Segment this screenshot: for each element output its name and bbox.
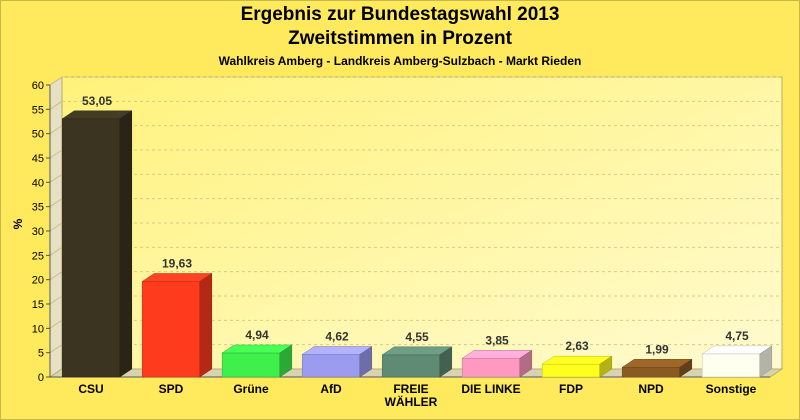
y-tick-label: 60 <box>32 80 44 92</box>
gridline-side <box>49 222 63 232</box>
bar-side <box>679 358 693 378</box>
y-tick-label: 45 <box>32 153 44 165</box>
data-label: 4,55 <box>405 330 429 344</box>
x-tick-label: CSU <box>78 382 103 396</box>
y-axis-label: % <box>11 218 25 229</box>
chart-subtitle: Zweitstimmen in Prozent <box>288 28 512 49</box>
gridline-side <box>49 173 63 183</box>
data-label: 1,99 <box>645 342 669 356</box>
x-tick-label: FDP <box>559 382 583 396</box>
gridline-side <box>49 100 63 110</box>
y-tick-label: 40 <box>32 177 44 189</box>
data-label: 3,85 <box>485 333 509 347</box>
bar-side <box>359 346 373 378</box>
bar-side <box>759 345 773 378</box>
bar <box>541 363 601 378</box>
chart-caption: Wahlkreis Amberg - Landkreis Amberg-Sulz… <box>218 54 582 68</box>
data-label: 19,63 <box>162 256 192 270</box>
y-tick-label: 50 <box>32 129 44 141</box>
gridline-side <box>49 319 63 329</box>
bar <box>61 118 121 378</box>
bar-side <box>519 349 533 378</box>
data-label: 2,63 <box>565 339 589 353</box>
chart-title: Ergebnis zur Bundestagswahl 2013 <box>240 4 560 25</box>
x-tick-label: DIE LINKE <box>461 382 520 396</box>
y-tick-label: 0 <box>38 372 44 384</box>
gridline-side <box>49 271 63 281</box>
bar <box>301 354 361 378</box>
gridline-side <box>49 125 63 135</box>
gridline-side <box>49 344 63 354</box>
x-tick-label: Sonstige <box>706 382 757 396</box>
data-label: 4,94 <box>245 328 269 342</box>
x-tick-label: SPD <box>159 382 184 396</box>
data-label: 4,75 <box>725 329 749 343</box>
bar-side <box>199 273 213 378</box>
bar <box>221 352 281 378</box>
y-tick-label: 15 <box>32 299 44 311</box>
data-label: 53,05 <box>82 94 112 108</box>
x-tick-label: FREIE <box>393 382 428 396</box>
y-tick-label: 25 <box>32 250 44 262</box>
y-tick-label: 35 <box>32 202 44 214</box>
y-tick-label: 10 <box>32 323 44 335</box>
y-tick-label: 55 <box>32 104 44 116</box>
x-tick-label: Grüne <box>233 382 269 396</box>
gridline-side <box>49 198 63 208</box>
y-tick-label: 5 <box>38 348 44 360</box>
gridline-side <box>49 295 63 305</box>
bar <box>141 281 201 378</box>
x-tick-label: AfD <box>320 382 342 396</box>
bar-side <box>279 344 293 378</box>
bar-side <box>119 110 133 378</box>
bar <box>381 354 441 378</box>
gridline-side <box>49 149 63 159</box>
x-tick-label: WÄHLER <box>385 394 438 409</box>
bar <box>461 358 521 378</box>
x-tick-label: NPD <box>638 382 664 396</box>
bar-side <box>439 346 453 378</box>
bar <box>621 367 681 378</box>
bar-side <box>599 355 613 378</box>
y-tick-label: 30 <box>32 226 44 238</box>
y-tick-label: 20 <box>32 275 44 287</box>
gridline-side <box>49 246 63 256</box>
bar <box>701 353 761 378</box>
gridline-side <box>49 76 63 86</box>
data-label: 4,62 <box>325 330 349 344</box>
